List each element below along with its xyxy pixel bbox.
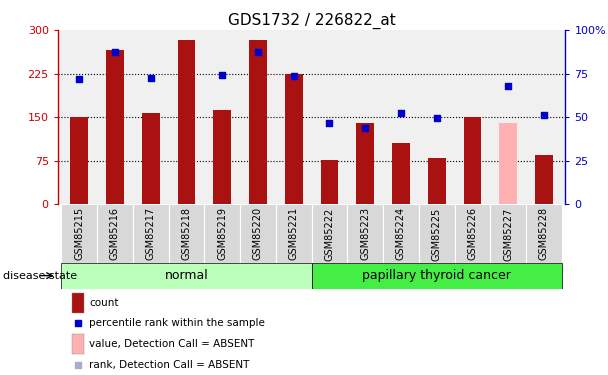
Bar bbox=[72, 334, 84, 354]
Bar bbox=[463, 117, 482, 204]
Bar bbox=[142, 113, 160, 204]
Text: value, Detection Call = ABSENT: value, Detection Call = ABSENT bbox=[89, 339, 255, 349]
Bar bbox=[106, 50, 124, 204]
Bar bbox=[383, 204, 419, 262]
Text: normal: normal bbox=[165, 269, 209, 282]
Bar bbox=[311, 204, 347, 262]
Point bbox=[325, 120, 334, 126]
Bar bbox=[240, 204, 276, 262]
Bar bbox=[419, 204, 455, 262]
Text: GSM85221: GSM85221 bbox=[289, 207, 299, 260]
Bar bbox=[499, 123, 517, 204]
Text: disease state: disease state bbox=[3, 271, 77, 280]
Text: GSM85220: GSM85220 bbox=[253, 207, 263, 260]
Bar bbox=[61, 204, 97, 262]
Text: GSM85228: GSM85228 bbox=[539, 207, 549, 260]
Bar bbox=[320, 160, 339, 204]
Bar bbox=[97, 204, 133, 262]
Text: GSM85227: GSM85227 bbox=[503, 207, 513, 261]
Point bbox=[289, 74, 299, 80]
Text: count: count bbox=[89, 298, 119, 308]
Bar bbox=[204, 204, 240, 262]
Title: GDS1732 / 226822_at: GDS1732 / 226822_at bbox=[228, 12, 395, 28]
Bar bbox=[428, 158, 446, 204]
Bar bbox=[455, 204, 491, 262]
Text: GSM85217: GSM85217 bbox=[146, 207, 156, 260]
Bar bbox=[276, 204, 311, 262]
Text: GSM85226: GSM85226 bbox=[468, 207, 477, 260]
Bar bbox=[71, 117, 88, 204]
Point bbox=[396, 110, 406, 116]
Text: rank, Detection Call = ABSENT: rank, Detection Call = ABSENT bbox=[89, 360, 250, 370]
Point bbox=[432, 116, 441, 122]
Bar bbox=[347, 204, 383, 262]
Bar bbox=[285, 74, 303, 204]
Bar bbox=[526, 204, 562, 262]
Point bbox=[146, 75, 156, 81]
Text: GSM85224: GSM85224 bbox=[396, 207, 406, 260]
Bar bbox=[249, 40, 267, 204]
Bar bbox=[61, 262, 311, 289]
Point bbox=[217, 72, 227, 78]
Text: GSM85225: GSM85225 bbox=[432, 207, 442, 261]
Text: papillary thyroid cancer: papillary thyroid cancer bbox=[362, 269, 511, 282]
Bar bbox=[392, 143, 410, 204]
Point bbox=[74, 76, 84, 82]
Bar bbox=[213, 110, 231, 204]
Point bbox=[539, 112, 549, 118]
Bar bbox=[311, 262, 562, 289]
Point bbox=[361, 124, 370, 130]
Bar bbox=[491, 204, 526, 262]
Bar bbox=[178, 40, 195, 204]
Bar bbox=[356, 123, 374, 204]
Text: percentile rank within the sample: percentile rank within the sample bbox=[89, 318, 265, 328]
Text: GSM85223: GSM85223 bbox=[360, 207, 370, 260]
Bar bbox=[535, 155, 553, 204]
Point bbox=[503, 83, 513, 89]
Point bbox=[110, 48, 120, 54]
Bar bbox=[72, 293, 84, 313]
Text: GSM85219: GSM85219 bbox=[217, 207, 227, 260]
Text: GSM85222: GSM85222 bbox=[325, 207, 334, 261]
Point bbox=[253, 49, 263, 55]
Text: GSM85215: GSM85215 bbox=[74, 207, 85, 260]
Text: GSM85216: GSM85216 bbox=[110, 207, 120, 260]
Bar bbox=[168, 204, 204, 262]
Text: GSM85218: GSM85218 bbox=[181, 207, 192, 260]
Bar bbox=[133, 204, 168, 262]
